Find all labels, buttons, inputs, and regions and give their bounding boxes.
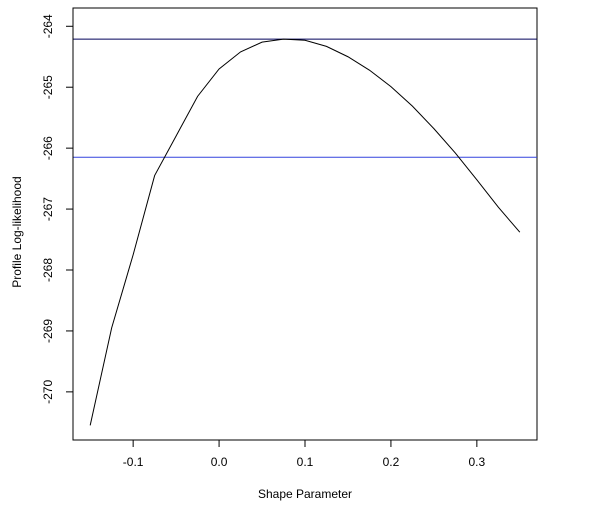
plot-frame: [72, 7, 538, 441]
y-tick-label: -268: [41, 258, 55, 282]
plot-area: [73, 38, 537, 426]
y-tick-label: -270: [41, 380, 55, 404]
x-tick-label: 0.0: [211, 455, 228, 469]
x-tick-label: -0.1: [123, 455, 144, 469]
x-tick-label: 0.2: [383, 455, 400, 469]
y-tick-label: -267: [41, 197, 55, 221]
y-tick-label: -264: [41, 14, 55, 38]
y-tick-label: -269: [41, 319, 55, 343]
x-tick-label: 0.3: [469, 455, 486, 469]
x-axis-title: Shape Parameter: [258, 487, 352, 501]
y-tick-label: -266: [41, 136, 55, 160]
y-axis-title: Profile Log-likelihood: [10, 176, 24, 287]
data-line: [89, 38, 521, 426]
y-tick-label: -265: [41, 75, 55, 99]
x-tick-label: 0.1: [297, 455, 314, 469]
